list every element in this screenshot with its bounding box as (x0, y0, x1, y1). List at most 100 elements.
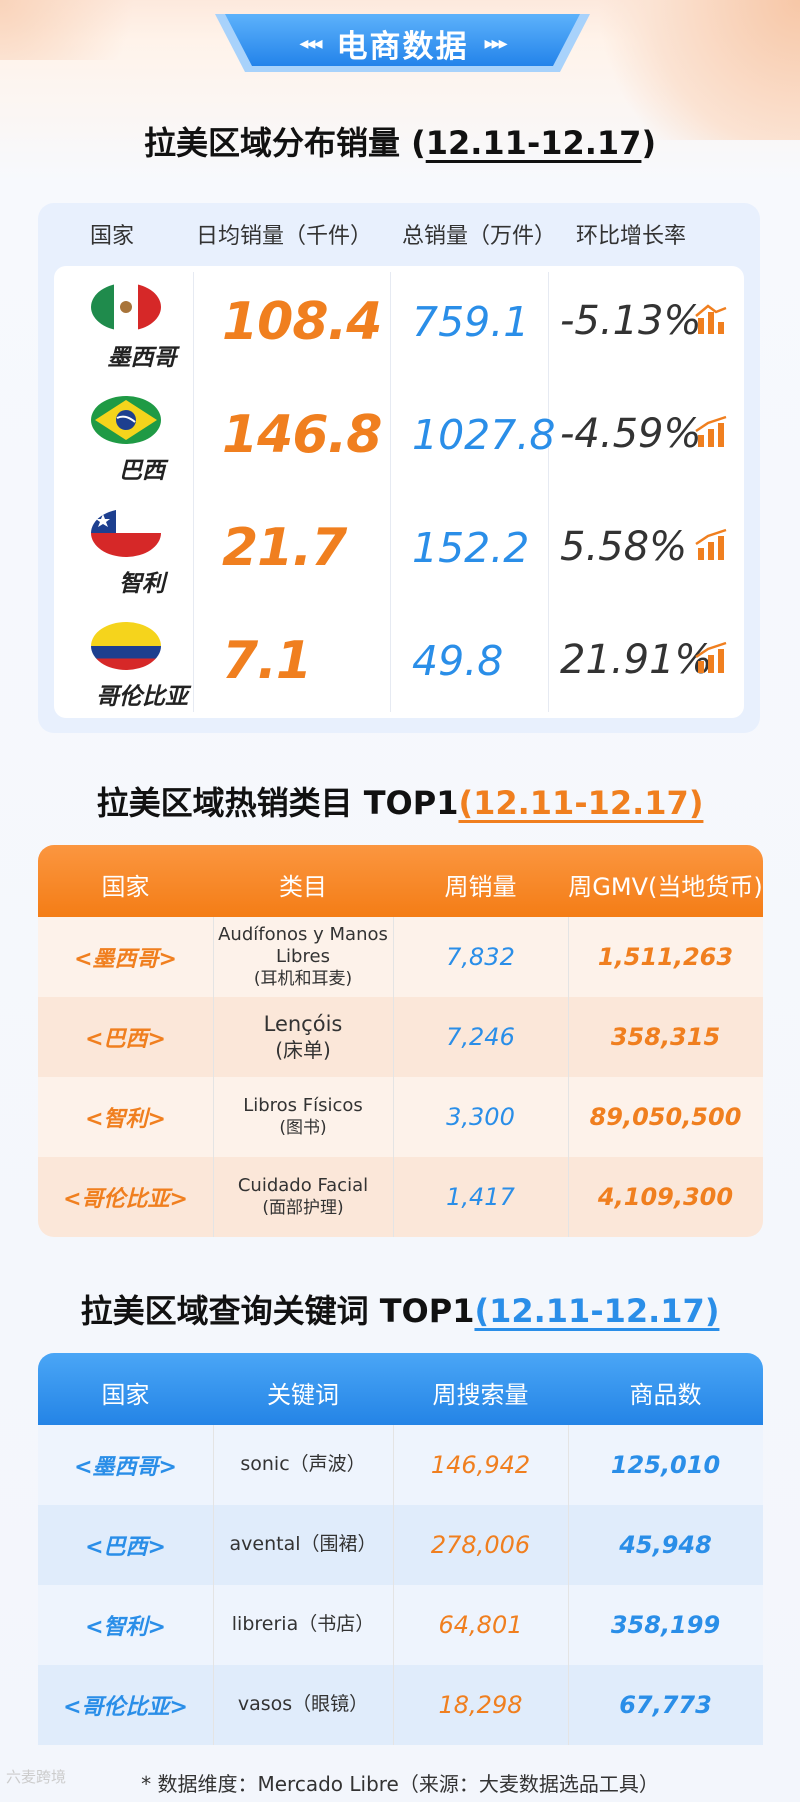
col-total-sales: 总销量（万件） (402, 224, 557, 249)
divider (393, 917, 394, 1237)
table-row: <巴西> avental（围裙） 278,006 45,948 (38, 1505, 763, 1585)
col-growth-rate: 环比增长率 (576, 224, 687, 249)
table-row: <哥伦比亚> vasos（眼镜） 18,298 67,773 (38, 1665, 763, 1745)
weekly-searches-value: 64,801 (438, 1611, 523, 1639)
country-name: <巴西> (85, 1027, 166, 1052)
divider (213, 917, 214, 1237)
category-cell: Lençóis (床单) (213, 997, 393, 1077)
category-name: Libros Físicos (243, 1095, 363, 1117)
colombia-flag-icon (91, 622, 161, 670)
growth-rate-value: 21.91% (560, 637, 713, 683)
table-row: <墨西哥> sonic（声波） 146,942 125,010 (38, 1425, 763, 1505)
header-banner: ◂◂◂ 电商数据 ▸▸▸ (215, 14, 590, 72)
country-name: <墨西哥> (74, 1455, 177, 1480)
growth-rate-value: -4.59% (560, 411, 702, 457)
weekly-searches-value: 146,942 (430, 1451, 531, 1479)
table-row: <墨西哥> Audífonos y Manos Libres (耳机和耳麦) 7… (38, 917, 763, 997)
table-row: <巴西> Lençóis (床单) 7,246 358,315 (38, 997, 763, 1077)
weekly-searches-value: 278,006 (430, 1531, 531, 1559)
table-row: <智利> Libros Físicos (图书) 3,300 89,050,50… (38, 1077, 763, 1157)
watermark: 六麦跨境 (6, 1768, 67, 1786)
weekly-gmv-value: 89,050,500 (589, 1103, 742, 1131)
weekly-sales-value: 7,246 (446, 1023, 515, 1051)
divider (393, 1425, 394, 1745)
mexico-flag-icon (91, 283, 161, 331)
banner-shape (215, 14, 590, 72)
category-name: Cuidado Facial (237, 1175, 369, 1197)
category-cell: Cuidado Facial (面部护理) (213, 1157, 393, 1237)
table-row: <智利> libreria（书店） 64,801 358,199 (38, 1585, 763, 1665)
country-name: 墨西哥 (107, 345, 177, 371)
total-sales-value: 49.8 (412, 637, 504, 685)
footnote: * 数据维度：Mercado Libre（来源：大麦数据选品工具） (141, 1772, 659, 1796)
section3-title: 拉美区域查询关键词 TOP1(12.11-12.17) (0, 1286, 800, 1332)
section1-title: 拉美区域分布销量 (12.11-12.17) (0, 118, 800, 164)
col-category: 类目 (279, 873, 327, 901)
daily-sales-value: 7.1 (222, 631, 312, 691)
section1-table-body (54, 266, 744, 718)
section3-header-row: 国家 关键词 周搜索量 商品数 (38, 1353, 763, 1425)
country-name: <墨西哥> (74, 947, 177, 972)
table-row: 哥伦比亚 7.1 49.8 21.91% (54, 611, 744, 724)
category-name-cn: (床单) (275, 1037, 331, 1062)
divider (213, 1425, 214, 1745)
country-name: 巴西 (119, 458, 165, 484)
growth-chart-icon (695, 415, 727, 447)
table-row: <哥伦比亚> Cuidado Facial (面部护理) 1,417 4,109… (38, 1157, 763, 1237)
daily-sales-value: 21.7 (222, 518, 347, 578)
col-weekly-sales: 周销量 (444, 873, 517, 901)
col-country: 国家 (90, 224, 135, 249)
growth-chart-icon (695, 641, 727, 673)
table-row: 智利 21.7 152.2 5.58% (54, 498, 744, 611)
divider (193, 272, 194, 712)
section1-date-range: 12.11-12.17 (425, 124, 642, 162)
section3-date-range: (12.11-12.17) (474, 1292, 720, 1330)
section3-title-text: 拉美区域查询关键词 TOP1 (80, 1292, 475, 1330)
country-name: <巴西> (85, 1535, 166, 1560)
category-name-cn: (图书) (279, 1117, 327, 1138)
banner-left-arrows: ◂◂◂ (299, 32, 322, 54)
corner-decoration (570, 0, 800, 140)
col-keyword: 关键词 (267, 1381, 339, 1409)
section2-title: 拉美区域热销类目 TOP1(12.11-12.17) (0, 778, 800, 824)
col-product-count: 商品数 (629, 1381, 702, 1409)
divider (568, 917, 569, 1237)
keyword-value: avental（围裙） (229, 1533, 377, 1556)
weekly-sales-value: 3,300 (446, 1103, 515, 1131)
daily-sales-value: 108.4 (222, 292, 382, 352)
divider (548, 272, 549, 712)
divider (390, 272, 391, 712)
section1-title-text: 拉美区域分布销量 ( (143, 124, 426, 162)
growth-rate-value: -5.13% (560, 298, 702, 344)
col-country: 国家 (101, 873, 150, 901)
product-count-value: 45,948 (619, 1531, 712, 1559)
weekly-gmv-value: 4,109,300 (597, 1183, 734, 1211)
country-name: <智利> (85, 1107, 166, 1132)
brazil-flag-icon (91, 396, 161, 444)
country-name: <智利> (85, 1615, 166, 1640)
product-count-value: 125,010 (610, 1451, 721, 1479)
growth-rate-value: 5.58% (560, 524, 688, 570)
category-name-cn: (面部护理) (262, 1197, 344, 1218)
chile-flag-icon (91, 509, 161, 557)
growth-chart-icon (695, 304, 727, 334)
daily-sales-value: 146.8 (222, 405, 382, 465)
table-row: 墨西哥 108.4 759.1 -5.13% (54, 272, 744, 385)
banner-title: 电商数据 (336, 28, 469, 65)
total-sales-value: 152.2 (412, 524, 530, 572)
keyword-value: sonic（声波） (240, 1453, 366, 1476)
weekly-sales-value: 7,832 (446, 943, 515, 971)
keyword-value: libreria（书店） (231, 1613, 375, 1636)
category-name-cn: (耳机和耳麦) (253, 968, 353, 989)
table-row: 巴西 146.8 1027.8 -4.59% (54, 385, 744, 498)
section1-header-row: 国家 日均销量（千件） 总销量（万件） 环比增长率 (38, 203, 760, 265)
total-sales-value: 759.1 (412, 298, 530, 346)
col-daily-sales: 日均销量（千件） (196, 224, 373, 249)
weekly-sales-value: 1,417 (446, 1183, 515, 1211)
category-name: Lençóis (263, 1012, 343, 1037)
category-cell: Audífonos y Manos Libres (耳机和耳麦) (213, 917, 393, 997)
col-weekly-searches: 周搜索量 (432, 1381, 529, 1409)
country-name: <哥伦比亚> (63, 1695, 188, 1720)
weekly-searches-value: 18,298 (438, 1691, 523, 1719)
section1-close-paren: ) (641, 124, 657, 162)
